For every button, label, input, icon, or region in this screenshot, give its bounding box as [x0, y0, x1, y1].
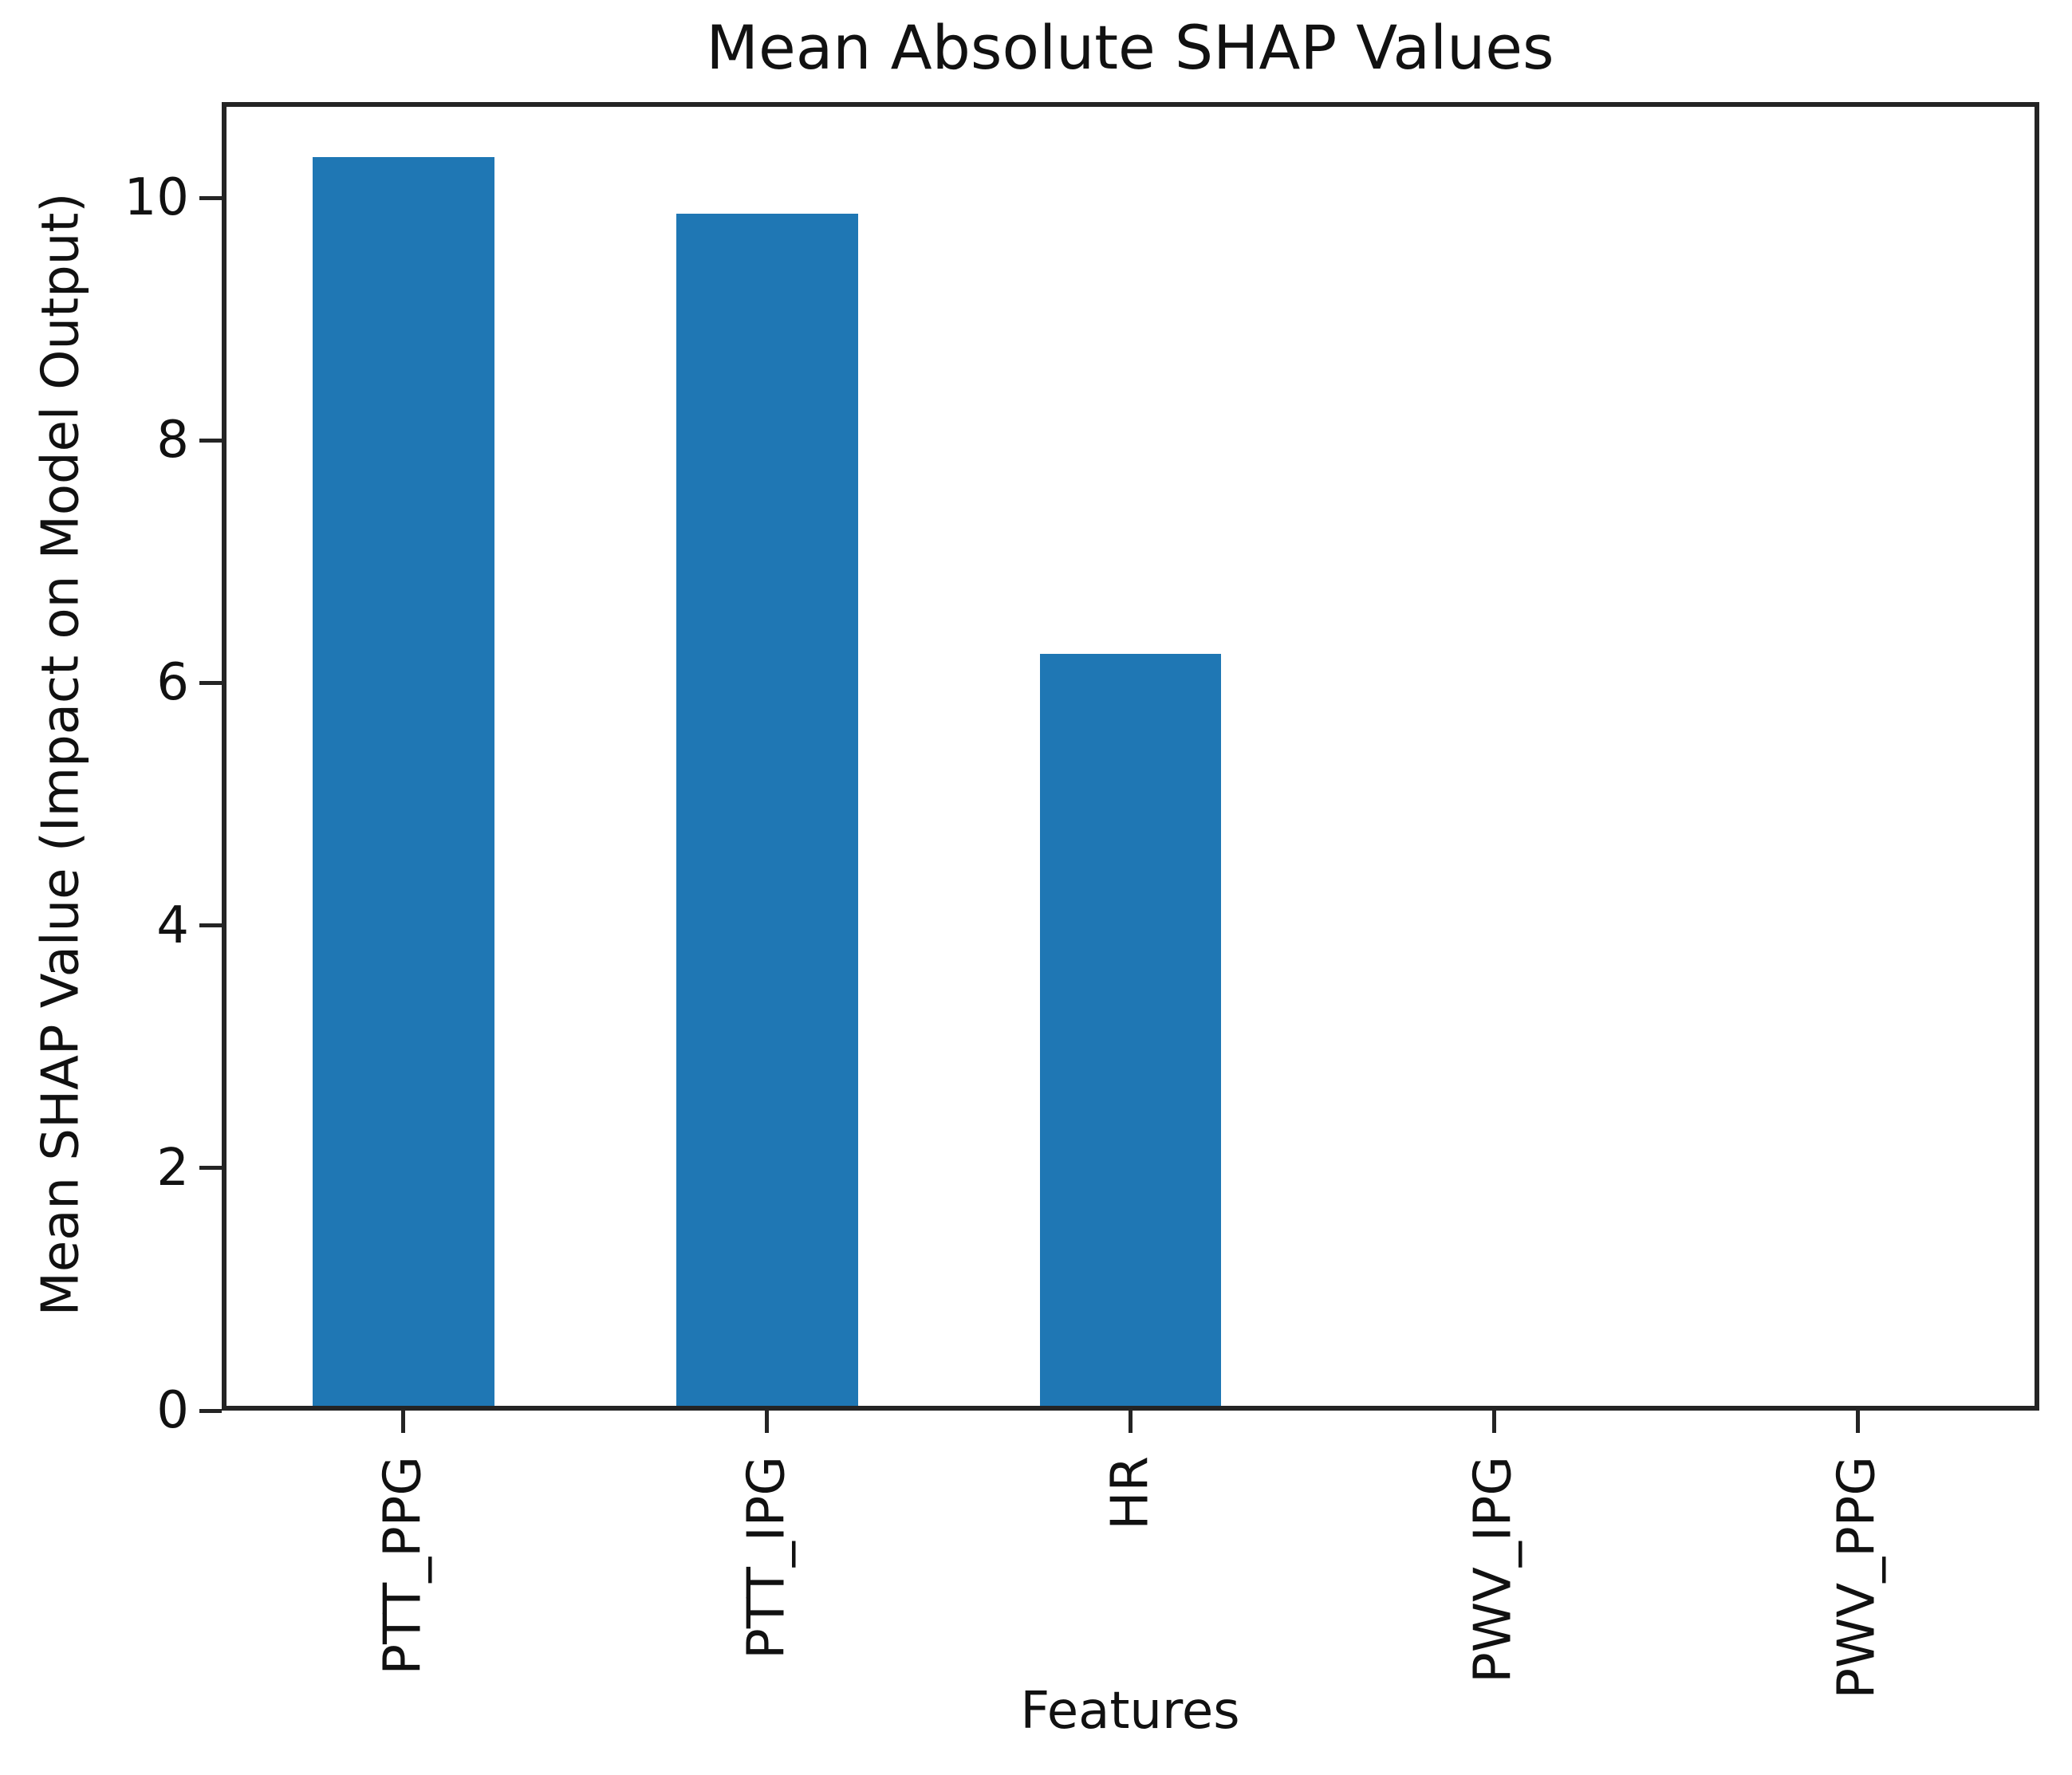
- y-tick-label-6: 6: [156, 653, 189, 713]
- x-tick-label-PTT_PPG: PTT_PPG: [373, 1456, 433, 1678]
- x-tick-mark-PWV_IPG: [1491, 1411, 1496, 1433]
- y-tick-label-4: 4: [156, 895, 189, 955]
- x-tick-mark-PTT_IPG: [765, 1411, 770, 1433]
- x-tick-label-PWV_PPG: PWV_PPG: [1827, 1456, 1887, 1702]
- x-tick-label-HR: HR: [1100, 1456, 1160, 1533]
- y-tick-mark-8: [199, 438, 222, 443]
- x-tick-mark-HR: [1129, 1411, 1133, 1433]
- y-tick-label-8: 8: [156, 411, 189, 470]
- x-tick-mark-PTT_PPG: [401, 1411, 406, 1433]
- y-tick-mark-6: [199, 680, 222, 685]
- plot-area: [222, 102, 2039, 1411]
- y-tick-label-10: 10: [124, 168, 189, 228]
- x-tick-label-text-PTT_PPG: PTT_PPG: [373, 1456, 433, 1675]
- y-tick-mark-4: [199, 923, 222, 928]
- x-tick-label-text-PWV_IPG: PWV_IPG: [1463, 1456, 1523, 1683]
- y-tick-mark-0: [199, 1408, 222, 1413]
- x-tick-label-text-HR: HR: [1100, 1456, 1160, 1530]
- x-axis-label: Features: [1020, 1682, 1240, 1741]
- y-tick-mark-10: [199, 195, 222, 200]
- x-tick-mark-PWV_PPG: [1855, 1411, 1860, 1433]
- x-tick-label-text-PTT_IPG: PTT_IPG: [737, 1456, 797, 1659]
- chart-title: Mean Absolute SHAP Values: [706, 12, 1554, 83]
- bar-PTT_IPG: [676, 214, 858, 1406]
- x-tick-label-PTT_IPG: PTT_IPG: [737, 1456, 797, 1663]
- y-tick-label-2: 2: [156, 1138, 189, 1198]
- y-tick-label-0: 0: [156, 1381, 189, 1440]
- y-tick-mark-2: [199, 1166, 222, 1171]
- x-tick-label-text-PWV_PPG: PWV_PPG: [1827, 1456, 1887, 1699]
- x-tick-label-PWV_IPG: PWV_IPG: [1463, 1456, 1523, 1686]
- bar-PTT_PPG: [312, 156, 494, 1406]
- bar-HR: [1039, 654, 1222, 1406]
